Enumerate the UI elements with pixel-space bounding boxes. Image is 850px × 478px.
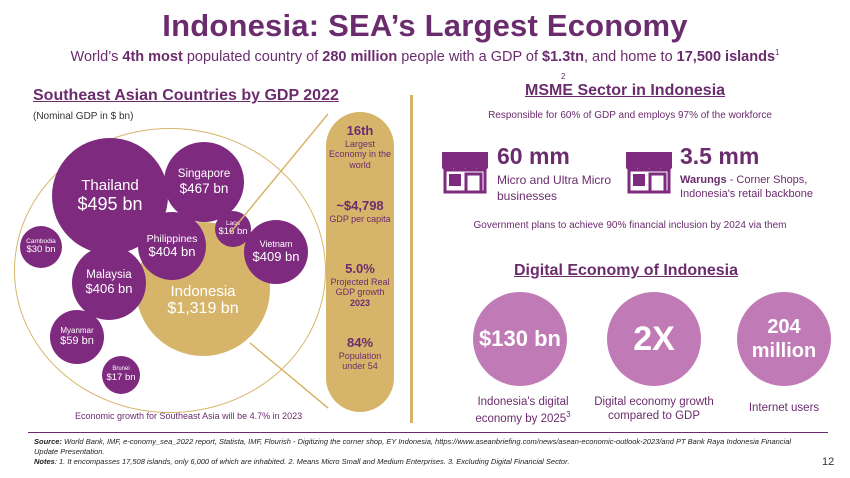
page-number: 12 [822, 456, 835, 468]
footer-sources: Source: World Bank, IMF, e-conomy_sea_20… [34, 437, 792, 467]
bubble-cluster-outline [14, 128, 326, 413]
pillar-gdp-per-capita: ~$4,798 GDP per capita [329, 198, 391, 224]
section-divider [410, 95, 413, 423]
page-subtitle: World’s 4th most populated country of 28… [70, 48, 780, 65]
digital-economy-caption: Indonesia's digital economy by 20253 [475, 396, 571, 425]
bubble-brunei: Brunei $17 bn [102, 356, 140, 394]
growth-note: Economic growth for Southeast Asia will … [75, 411, 303, 421]
digital-section-heading: Digital Economy of Indonesia [514, 262, 739, 279]
bubble-thailand: Thailand $495 bn [52, 138, 168, 254]
page-title: Indonesia: SEA’s Largest Economy [162, 8, 688, 43]
warung-icon [626, 152, 672, 194]
bubble-singapore: Singapore $467 bn [164, 142, 244, 222]
pillar-gdp-growth: 5.0% Projected Real GDP growth 2023 [330, 261, 390, 308]
warung-count: 3.5 mm [680, 143, 760, 169]
footer-rule [28, 432, 828, 433]
internet-users-caption: Internet users [748, 402, 820, 414]
warung-count-label: Warungs - Corner Shops, Indonesia's reta… [680, 174, 813, 201]
growth-multiple-circle: 2X [607, 292, 701, 386]
pillar-population: 84% Population under 54 [338, 335, 382, 372]
msme-footnote-marker: 2 [561, 72, 566, 81]
internet-users-circle: 204 million [737, 292, 831, 386]
financial-inclusion-note: Government plans to achieve 90% financia… [473, 220, 787, 231]
bubble-philippines: Philippines $404 bn [138, 212, 206, 280]
msme-count: 60 mm [497, 143, 570, 169]
gdp-section-heading: Southeast Asian Countries by GDP 2022 [33, 87, 339, 104]
bubble-cambodia: Cambodia $30 bn [20, 226, 62, 268]
digital-economy-circle: $130 bn [473, 292, 567, 386]
msme-count-label: Micro and Ultra Micro businesses [497, 173, 612, 203]
connector-lines [230, 113, 329, 409]
indonesia-stats-pillar [326, 112, 394, 412]
bubble-malaysia: Malaysia $406 bn [72, 246, 146, 320]
bubble-myanmar: Myanmar $59 bn [50, 310, 104, 364]
gdp-unit-note: (Nominal GDP in $ bn) [33, 111, 134, 122]
growth-multiple-caption: Digital economy growth compared to GDP [594, 396, 714, 422]
bubble-vietnam: Vietnam $409 bn [244, 220, 308, 284]
msme-section-heading: MSME Sector in Indonesia [525, 82, 726, 99]
pillar-rank: 16th Largest Economy in the world [328, 123, 392, 170]
shop-icon [442, 152, 488, 194]
msme-subtitle: Responsible for 60% of GDP and employs 9… [488, 110, 772, 121]
